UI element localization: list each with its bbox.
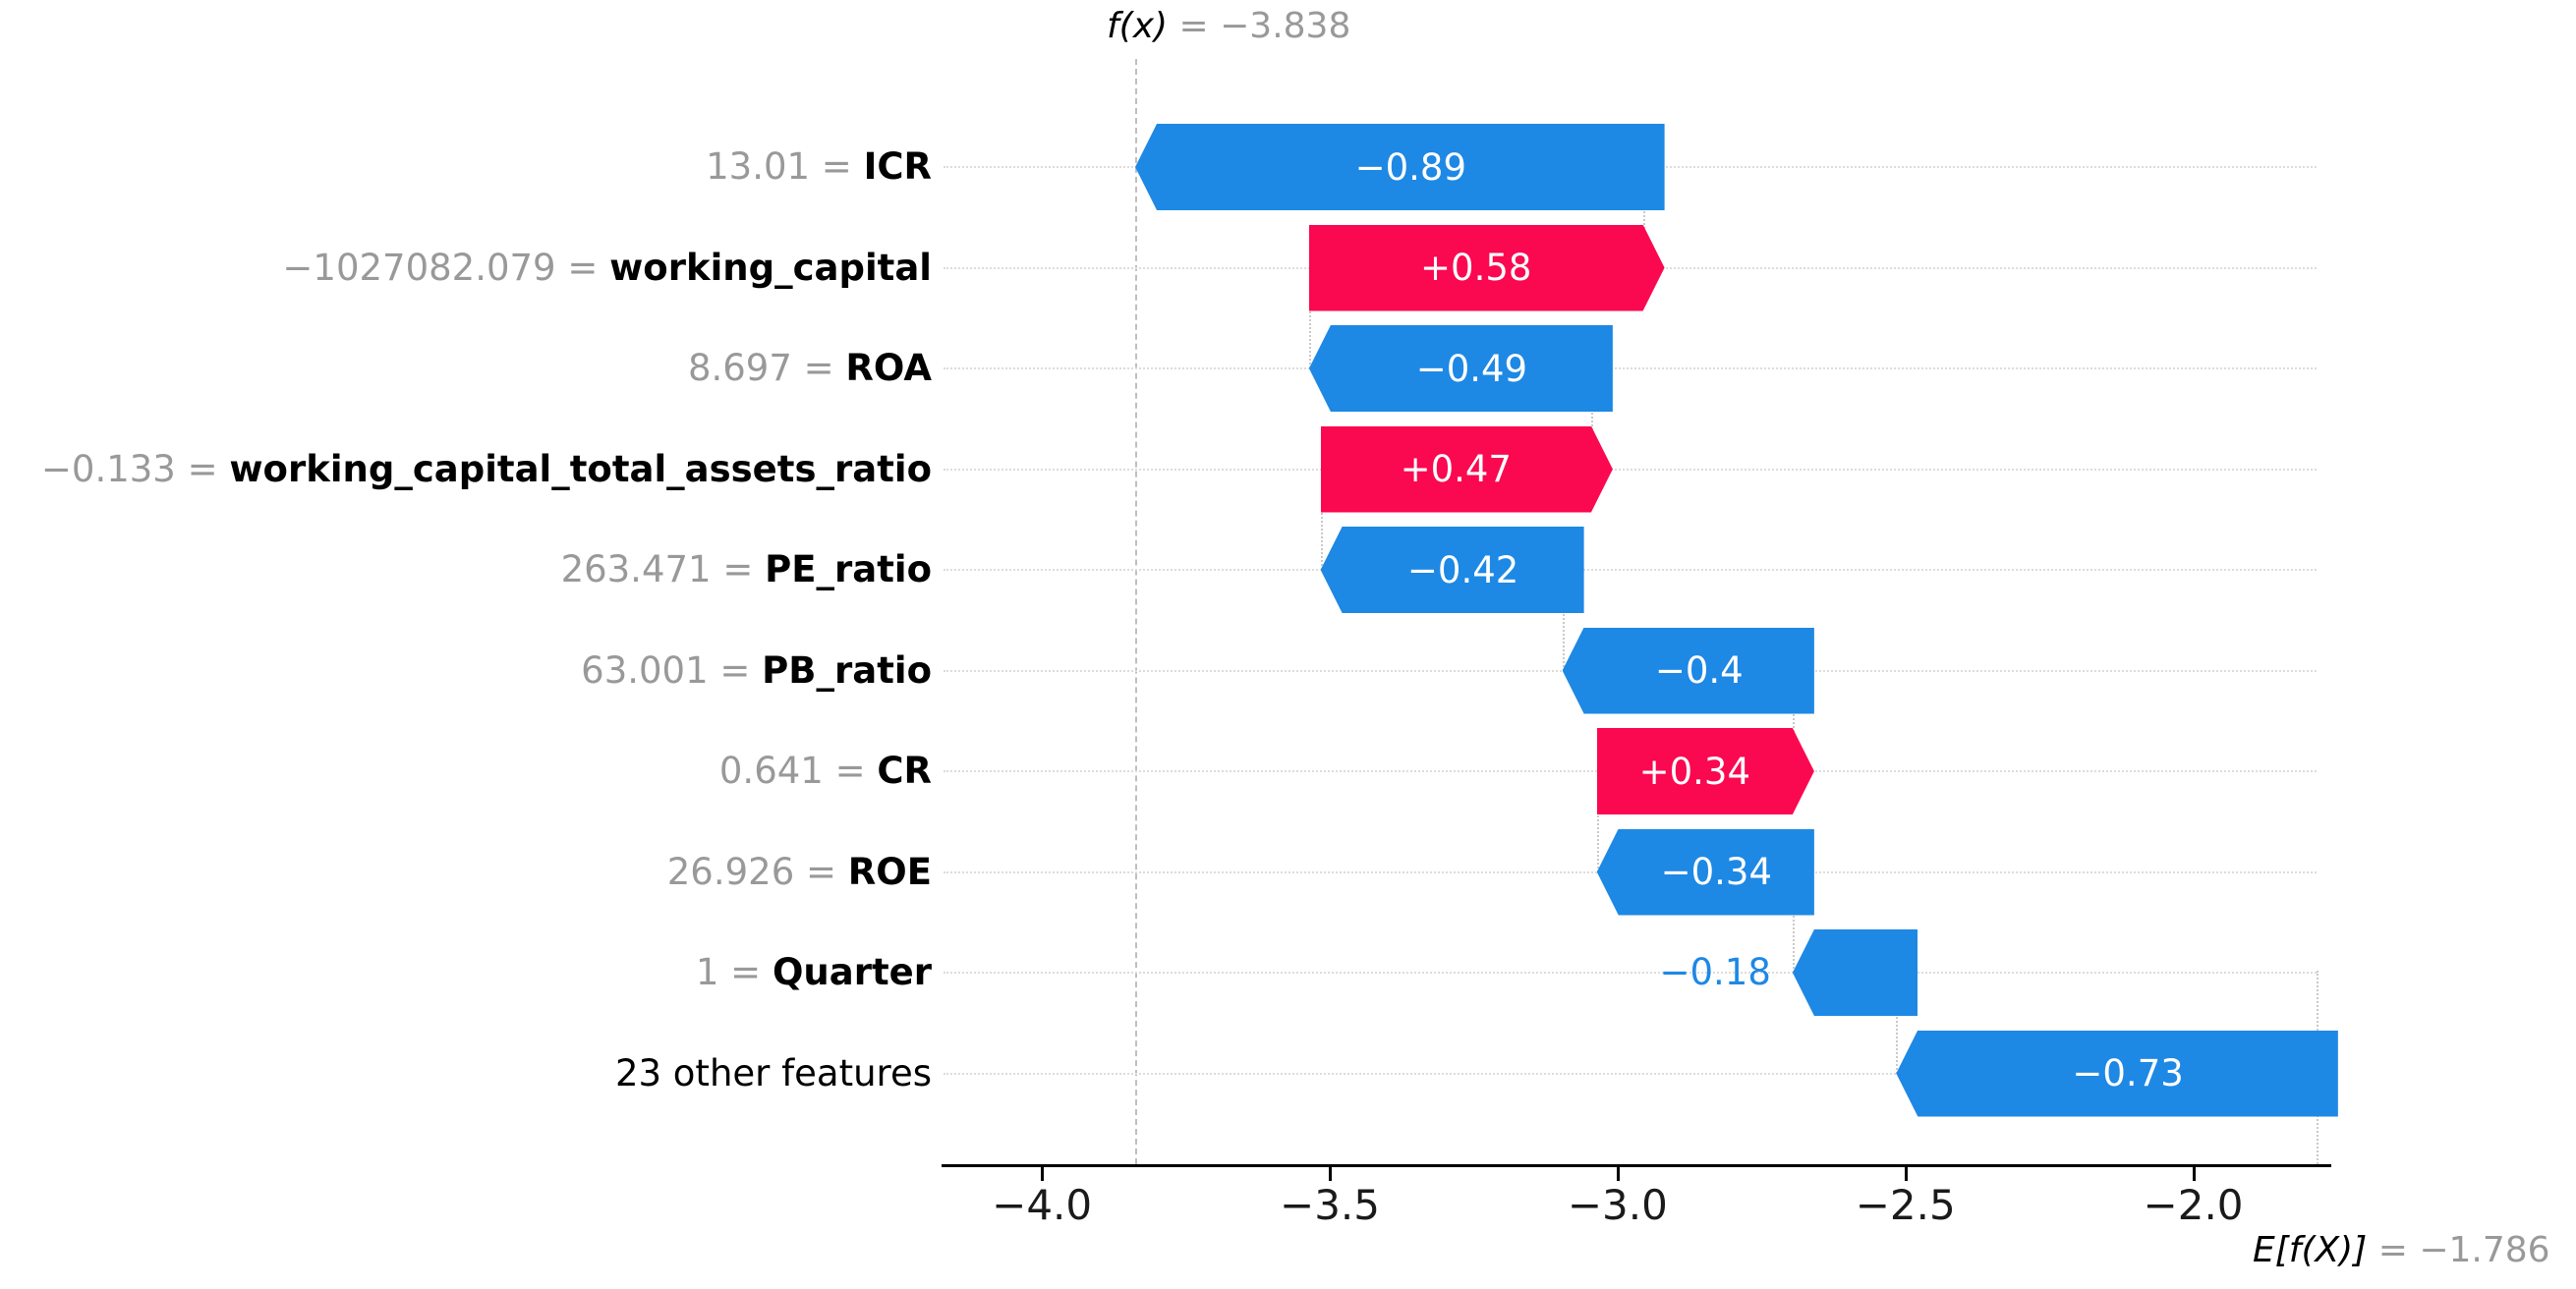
shap-value-label: +0.34	[1638, 750, 1750, 793]
bar-connector-line	[1792, 670, 1795, 771]
shap-value-label: −0.89	[1354, 145, 1467, 189]
negative-shap-bar: −0.34	[1596, 828, 1814, 916]
bar-connector-line	[1590, 368, 1593, 470]
negative-shap-bar: −0.42	[1320, 527, 1584, 613]
feature-label: −0.133 = working_capital_total_assets_ra…	[0, 445, 932, 494]
bar-connector-line	[1896, 973, 1899, 1074]
bar-connector-line	[1642, 167, 1645, 268]
feature-name-text: CR	[877, 750, 932, 792]
x-axis-line	[942, 1164, 2331, 1167]
shap-value-label: −0.4	[1654, 649, 1744, 692]
feature-label: 263.471 = PE_ratio	[0, 545, 932, 594]
row-guide-line	[944, 468, 2317, 471]
feature-value-text: 263.471 =	[560, 548, 766, 590]
fx-value: = −3.838	[1168, 6, 1351, 46]
negative-shap-bar: −0.89	[1135, 124, 1665, 210]
feature-value-text: −1027082.079 =	[282, 246, 610, 289]
bar-connector-line	[1792, 871, 1795, 973]
shap-value-label: −0.42	[1406, 548, 1519, 591]
feature-label: 13.01 = ICR	[0, 142, 932, 192]
bar-connector-line	[1308, 267, 1311, 368]
feature-label: 1 = Quarter	[0, 948, 932, 997]
feature-label: −1027082.079 = working_capital	[0, 244, 932, 293]
x-axis-tick-label: −3.0	[1567, 1181, 1668, 1229]
feature-name-text: Quarter	[772, 951, 932, 993]
shap-value-label: +0.58	[1420, 247, 1532, 289]
x-axis-tick	[1904, 1167, 1908, 1181]
row-guide-line	[944, 569, 2317, 571]
bar-connector-line	[1320, 469, 1323, 570]
negative-shap-bar	[1792, 929, 1918, 1016]
bar-connector-line	[1596, 771, 1599, 872]
x-axis-tick	[1329, 1167, 1332, 1181]
row-guide-line	[944, 1072, 2317, 1075]
feature-name-text: ICR	[863, 145, 932, 188]
feature-value-text: 63.001 =	[581, 648, 763, 692]
shap-value-label: +0.47	[1400, 448, 1512, 490]
feature-label: 63.001 = PB_ratio	[0, 646, 932, 696]
feature-name-text: PB_ratio	[762, 648, 932, 692]
feature-value-text: 1 =	[695, 951, 773, 993]
feature-label: 8.697 = ROA	[0, 344, 932, 393]
fx-dashed-line	[1135, 59, 1138, 1164]
expected-value-symbol: E[f(X)]	[2253, 1230, 2368, 1270]
expected-value-number: = −1.786	[2367, 1230, 2550, 1270]
feature-label: 26.926 = ROE	[0, 848, 932, 897]
fx-symbol: f(x)	[1107, 6, 1169, 46]
fx-annotation: f(x) = −3.838	[1107, 6, 1350, 46]
feature-value-text: 8.697 =	[687, 347, 846, 389]
negative-shap-bar: −0.49	[1308, 325, 1613, 412]
feature-value-text: −0.133 =	[40, 447, 230, 490]
shap-value-label: −0.49	[1415, 347, 1528, 390]
expected-value-annotation: E[f(X)] = −1.786	[2253, 1230, 2550, 1270]
feature-name-text: PE_ratio	[765, 548, 932, 590]
x-axis-tick-label: −4.0	[992, 1181, 1093, 1229]
x-axis-tick-label: −2.5	[1855, 1181, 1956, 1229]
feature-name-text: working_capital_total_assets_ratio	[229, 447, 932, 490]
x-axis-tick	[1041, 1167, 1045, 1181]
x-axis-tick	[1616, 1167, 1620, 1181]
feature-label: 23 other features	[0, 1049, 932, 1098]
positive-shap-bar: +0.47	[1321, 426, 1613, 513]
shap-value-label: −0.73	[2072, 1052, 2184, 1094]
feature-name-text: 23 other features	[614, 1051, 932, 1094]
feature-label: 0.641 = CR	[0, 747, 932, 796]
shap-value-label-outside: −0.18	[1659, 951, 1771, 993]
x-axis-tick-label: −3.5	[1280, 1181, 1380, 1229]
row-guide-line	[944, 972, 2317, 974]
bar-connector-line	[1562, 570, 1565, 671]
row-guide-line	[944, 367, 2317, 369]
negative-shap-bar: −0.4	[1562, 627, 1814, 714]
positive-shap-bar: +0.58	[1309, 225, 1665, 311]
positive-shap-bar: +0.34	[1597, 728, 1814, 814]
x-axis-tick	[2192, 1167, 2196, 1181]
feature-value-text: 13.01 =	[706, 145, 864, 188]
feature-name-text: ROA	[845, 347, 932, 389]
feature-name-text: ROE	[847, 850, 932, 893]
shap-value-label: −0.34	[1660, 851, 1772, 893]
feature-value-text: 0.641 =	[718, 750, 878, 792]
feature-value-text: 26.926 =	[666, 850, 848, 893]
x-axis-tick-label: −2.0	[2143, 1181, 2244, 1229]
negative-shap-bar: −0.73	[1896, 1030, 2338, 1117]
feature-name-text: working_capital	[609, 246, 932, 289]
